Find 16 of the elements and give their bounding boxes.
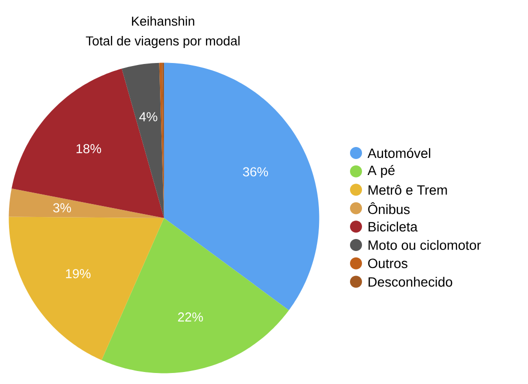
data-label: 19% [66, 269, 91, 278]
legend-label: Ônibus [368, 202, 410, 214]
legend-label: Automóvel [368, 148, 430, 158]
data-label: 22% [178, 312, 203, 322]
legend-label: Metrô e Trem [368, 184, 447, 195]
legend-label: Outros [368, 258, 408, 268]
data-label: 36% [243, 167, 268, 176]
data-label: 4% [139, 112, 158, 122]
legend-label: Desconhecido [368, 276, 452, 287]
data-label: 3% [53, 203, 71, 212]
legend-label: A pé [368, 165, 395, 178]
legend-label: Moto ou ciclomotor [368, 240, 481, 250]
legend-label: Bicicleta [368, 222, 418, 232]
data-label: 18% [76, 144, 102, 154]
chart-title: Keihanshin [132, 16, 194, 26]
chart-subtitle: Total de viagens por modal [86, 36, 240, 48]
